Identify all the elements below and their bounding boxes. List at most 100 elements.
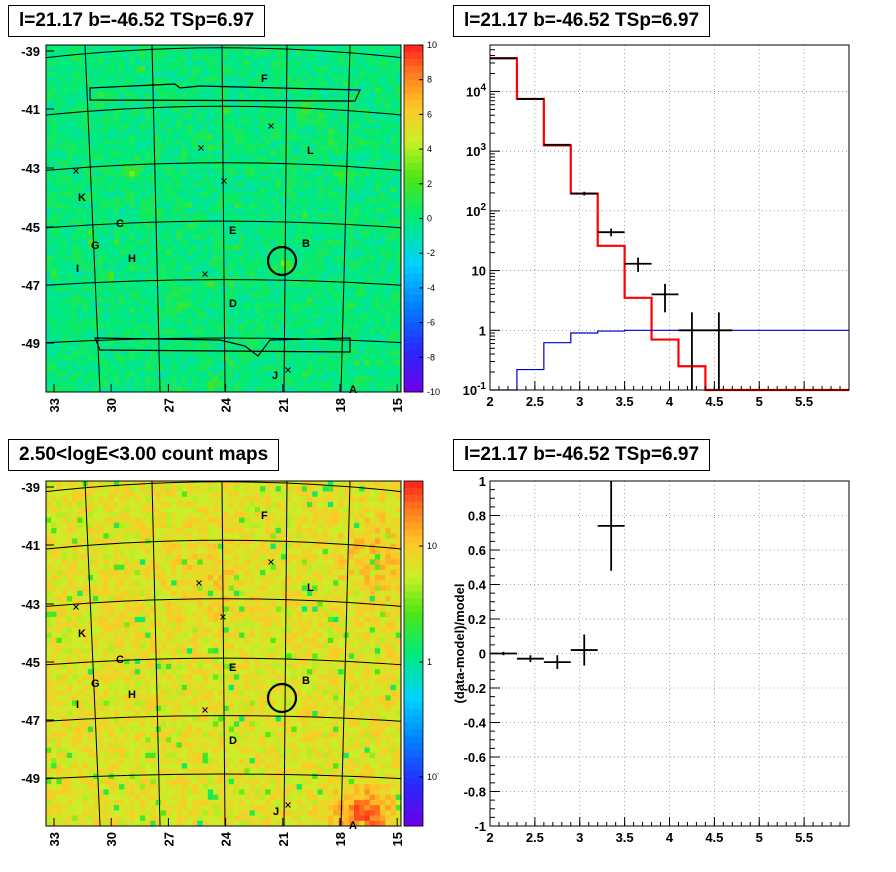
ts-map-source-label: C	[116, 218, 124, 230]
ts-map-source-circle	[266, 245, 298, 277]
count-map-colorbar-tick-label: 1	[427, 657, 432, 667]
ts-map-source-label: I	[76, 263, 79, 275]
count-map-pixels	[46, 481, 402, 827]
residual-x-tick-label: 5.5	[795, 830, 813, 845]
spectrum-y-tick-label: 1	[479, 323, 486, 338]
ts-map-source-label: A	[349, 384, 357, 396]
spectrum-chart: 2 2.5 3 3.5 4 4.5 5 5.5 10-1 1 10 102 103 104	[463, 44, 850, 409]
residual-data-point	[516, 655, 544, 663]
residual-y-tick-label: 0	[479, 647, 486, 662]
ts-map-colorbar-tick-label: 10	[427, 40, 437, 50]
count-map-source-cross	[202, 707, 208, 713]
ts-map-source-cross	[221, 178, 227, 184]
ts-map-colorbar-tick-label: 0	[427, 214, 432, 224]
ts-map-x-tick-label: 18	[333, 398, 348, 412]
residual-y-tick-label: -0.2	[464, 681, 486, 696]
count-map-source-cross	[268, 559, 274, 565]
count-map-source-cross	[220, 614, 226, 620]
ts-map-y-tick-label: -47	[21, 278, 40, 293]
residual-data-point	[597, 481, 625, 571]
ts-map-x-tick-label: 21	[276, 398, 291, 412]
ts-map-colorbar	[404, 45, 423, 393]
ts-map-source-label: J	[272, 370, 278, 382]
count-map-source-label: K	[78, 628, 86, 640]
count-map-x-tick-label: 18	[333, 832, 348, 846]
ts-map-colorbar-tick-label: 8	[427, 75, 432, 85]
count-map-source-circle	[266, 682, 298, 714]
count-map-source-label: F	[261, 510, 268, 522]
count-map-source-label: I	[76, 699, 79, 711]
spectrum-data-point	[516, 98, 544, 100]
count-map-x-tick-label: 24	[219, 831, 234, 846]
count-map-y-tick-label: -47	[21, 713, 40, 728]
ts-map-source-cross	[202, 271, 208, 277]
spectrum-background-line	[490, 329, 849, 391]
residual-y-tick-label: -0.6	[464, 750, 486, 765]
count-map-source-label: B	[302, 675, 310, 687]
spectrum-x-tick-label: 3	[576, 394, 583, 409]
spectrum-data-point	[705, 312, 733, 390]
spectrum-x-tick-label: 4.5	[705, 394, 723, 409]
ts-map-source-label: B	[302, 238, 310, 250]
spectrum-model-line	[490, 57, 849, 392]
ts-map-x-tick-label: 33	[47, 398, 62, 412]
residual-y-axis-label: (data-model)/model	[452, 584, 467, 704]
ts-map-source-cross	[285, 367, 291, 373]
ts-map-y-tick-label: -41	[21, 102, 40, 117]
count-map-colorbar-tick-label: 10	[427, 541, 437, 551]
ts-map-colorbar-tick-label: -6	[427, 318, 435, 328]
residual-x-tick-label: 3	[576, 830, 583, 845]
residual-x-tick-label: 3.5	[616, 830, 634, 845]
count-map-y-tick-label: -45	[21, 655, 40, 670]
spectrum-data-point	[624, 257, 652, 272]
panel-title-top-left: l=21.17 b=-46.52 TSp=6.97	[8, 5, 266, 37]
ts-map-source-label: D	[229, 298, 237, 310]
ts-map-colorbar-tick-label: -4	[427, 283, 435, 293]
count-map-source-label: J	[273, 806, 279, 818]
residual-data-point	[543, 655, 571, 670]
panel-title-bottom-left: 2.50<logE<3.00 count maps	[8, 439, 280, 471]
ts-map-frame	[45, 44, 402, 393]
spectrum-data-point	[678, 312, 706, 390]
ts-map-source-label: G	[91, 240, 100, 252]
ts-map-source-label: F	[261, 73, 268, 85]
spectrum-y-tick-label: 104	[466, 82, 486, 99]
count-map-source-label: C	[116, 654, 124, 666]
spectrum-x-tick-label: 5	[756, 394, 763, 409]
ts-map-y-tick-label: -43	[21, 161, 40, 176]
ts-map-source-cross	[198, 145, 204, 151]
residual-y-tick-label: -1	[474, 819, 486, 834]
spectrum-y-tick-label: 10-1	[463, 381, 487, 398]
count-map-y-tick-label: -41	[21, 538, 40, 553]
ts-map-colorbar-tick-label: -2	[427, 248, 435, 258]
ts-map-source-label: L	[307, 145, 314, 157]
count-map-colorbar-frame	[403, 480, 424, 827]
residual-data-point	[570, 634, 598, 666]
count-map-source-label: D	[229, 735, 237, 747]
ts-map-colorbar-tick-label: 4	[427, 144, 432, 154]
spectrum-x-tick-label: 5.5	[795, 394, 813, 409]
residual-y-tick-label: 0.2	[468, 612, 486, 627]
spectrum-data-point	[570, 191, 598, 196]
spectrum-grid	[489, 45, 849, 390]
residual-y-tick-label: -0.4	[464, 716, 487, 731]
ts-map-x-tick-label: 15	[390, 398, 405, 412]
residual-y-tick-label: -0.8	[464, 785, 486, 800]
spectrum-x-tick-label: 3.5	[616, 394, 634, 409]
residual-y-tick-label: 1	[479, 474, 486, 489]
ts-map-colorbar-tick-label: -10	[427, 387, 440, 397]
count-map-source-label: L	[307, 582, 314, 594]
spectrum-y-tick-label: 10	[472, 264, 486, 279]
ts-map-source-cross	[73, 168, 79, 174]
count-map-frame	[45, 480, 402, 827]
residual-y-tick-label: 0.8	[468, 509, 486, 524]
count-map-source-cross	[196, 580, 202, 586]
ts-map-colorbar-tick-label: 2	[427, 179, 432, 189]
count-map-source-cross	[73, 604, 79, 610]
spectrum-data-point	[651, 283, 679, 313]
ts-map-source-label: H	[128, 253, 136, 265]
ts-map-x-tick-label: 24	[219, 397, 234, 412]
count-map-y-tick-label: -49	[21, 771, 40, 786]
residual-x-tick-label: 4.5	[705, 830, 723, 845]
